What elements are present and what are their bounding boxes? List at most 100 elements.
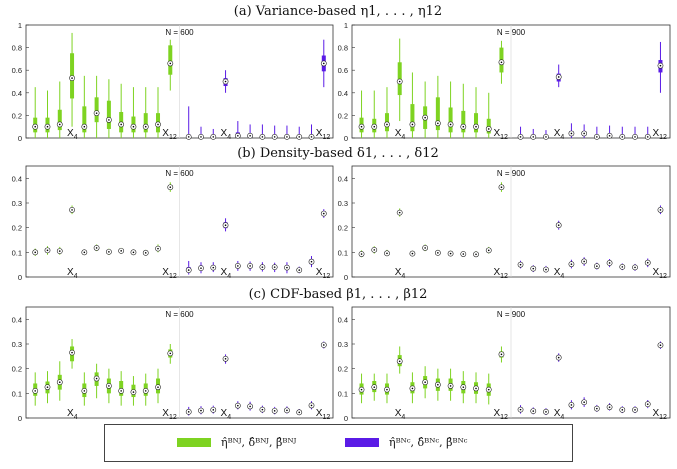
- median-dot: [557, 76, 560, 78]
- median-dot: [224, 80, 227, 83]
- median-dot: [449, 123, 452, 126]
- median-dot: [187, 269, 190, 271]
- box-body: [168, 45, 173, 75]
- y-tick-label: 0.3: [338, 199, 348, 208]
- box-body: [106, 100, 111, 129]
- median-dot: [200, 267, 202, 269]
- median-dot: [646, 261, 649, 264]
- median-dot: [34, 390, 37, 392]
- median-dot: [34, 251, 37, 254]
- x4-label: X4: [395, 267, 406, 280]
- median-dot: [646, 136, 649, 138]
- x4-label: X4: [67, 408, 78, 421]
- median-dot: [462, 125, 465, 128]
- y-tick-label: 0.3: [12, 340, 22, 349]
- median-dot: [462, 386, 465, 388]
- legend: η̂ᴮᴺᴶ, δ̂ᴮᴺᴶ, β̂ᴮᴺᴶ η̂ᴮᴺᶜ, δ̂ᴮᴺᶜ, β̂ᴮᴺᶜ: [104, 424, 573, 462]
- median-dot: [621, 409, 624, 411]
- x12-label: X12: [316, 408, 331, 421]
- median-dot: [360, 388, 363, 391]
- box-body: [435, 97, 440, 131]
- median-dot: [570, 132, 573, 135]
- y-tick-label: 0.4: [12, 315, 22, 324]
- median-dot: [545, 136, 547, 138]
- median-dot: [224, 358, 227, 360]
- median-dot: [487, 249, 490, 252]
- y-tick-label: 0.1: [338, 389, 348, 398]
- median-dot: [83, 390, 86, 392]
- median-dot: [144, 125, 147, 128]
- legend-label-bnj: η̂ᴮᴺᴶ, δ̂ᴮᴺᴶ, β̂ᴮᴺᴶ: [221, 436, 297, 449]
- median-dot: [212, 136, 215, 138]
- median-dot: [132, 251, 135, 254]
- median-dot: [95, 112, 98, 114]
- median-dot: [557, 356, 560, 359]
- median-dot: [298, 411, 301, 414]
- median-dot: [424, 116, 426, 119]
- x4-label: X4: [554, 267, 565, 280]
- median-dot: [437, 383, 439, 386]
- x12-label: X12: [316, 128, 331, 141]
- x12-label: X12: [162, 408, 177, 421]
- y-tick-label: 0.1: [12, 389, 22, 398]
- median-dot: [373, 249, 376, 251]
- median-dot: [273, 266, 276, 268]
- median-dot: [169, 186, 172, 189]
- median-dot: [596, 136, 598, 138]
- x12-label: X12: [493, 408, 508, 421]
- sample-size-label: N = 900: [497, 310, 526, 319]
- median-dot: [608, 262, 611, 264]
- median-dot: [249, 265, 251, 267]
- median-dot: [83, 251, 86, 254]
- legend-item-bnj: η̂ᴮᴺᴶ, δ̂ᴮᴺᴶ, β̂ᴮᴺᴶ: [177, 436, 296, 449]
- median-dot: [634, 266, 636, 269]
- median-dot: [144, 390, 147, 392]
- median-dot: [475, 125, 477, 128]
- median-dot: [108, 119, 110, 121]
- x12-label: X12: [652, 128, 667, 141]
- median-dot: [237, 404, 239, 407]
- median-dot: [249, 405, 251, 408]
- median-dot: [449, 252, 452, 255]
- y-tick-label: 0.4: [338, 89, 348, 98]
- median-dot: [659, 64, 662, 67]
- row-title: (b) Density-based δ1, . . . , δ12: [237, 146, 439, 161]
- box-body: [143, 113, 148, 133]
- median-dot: [322, 344, 325, 346]
- sample-size-label: N = 900: [497, 169, 526, 178]
- median-dot: [286, 136, 288, 138]
- sample-size-label: N = 600: [165, 28, 194, 37]
- y-tick-label: 0.4: [12, 89, 22, 98]
- median-dot: [583, 260, 585, 263]
- y-tick-label: 0.4: [12, 174, 22, 183]
- y-tick-label: 0.4: [338, 174, 348, 183]
- y-tick-label: 0.8: [12, 44, 22, 53]
- median-dot: [570, 404, 573, 406]
- sample-size-label: N = 600: [165, 310, 194, 319]
- median-dot: [659, 209, 662, 211]
- x12-label: X12: [652, 267, 667, 280]
- median-dot: [646, 403, 649, 405]
- median-dot: [224, 224, 227, 226]
- median-dot: [83, 125, 86, 128]
- median-dot: [437, 122, 439, 125]
- y-tick-label: 0.3: [338, 340, 348, 349]
- median-dot: [261, 408, 264, 411]
- median-dot: [169, 352, 172, 355]
- median-dot: [500, 186, 503, 189]
- median-dot: [424, 381, 426, 384]
- median-dot: [310, 260, 313, 263]
- median-dot: [286, 409, 288, 412]
- median-dot: [120, 123, 122, 126]
- median-dot: [200, 136, 202, 138]
- median-dot: [298, 136, 301, 138]
- median-dot: [386, 123, 388, 126]
- median-dot: [411, 387, 414, 390]
- median-dot: [487, 388, 490, 391]
- median-dot: [500, 353, 503, 356]
- sensitivity-index-figure: (a) Variance-based η1, . . . , η12 0 0.2 0.…: [12, 4, 671, 423]
- median-dot: [58, 123, 61, 126]
- median-dot: [237, 265, 239, 267]
- median-dot: [273, 410, 276, 412]
- median-dot: [46, 386, 49, 388]
